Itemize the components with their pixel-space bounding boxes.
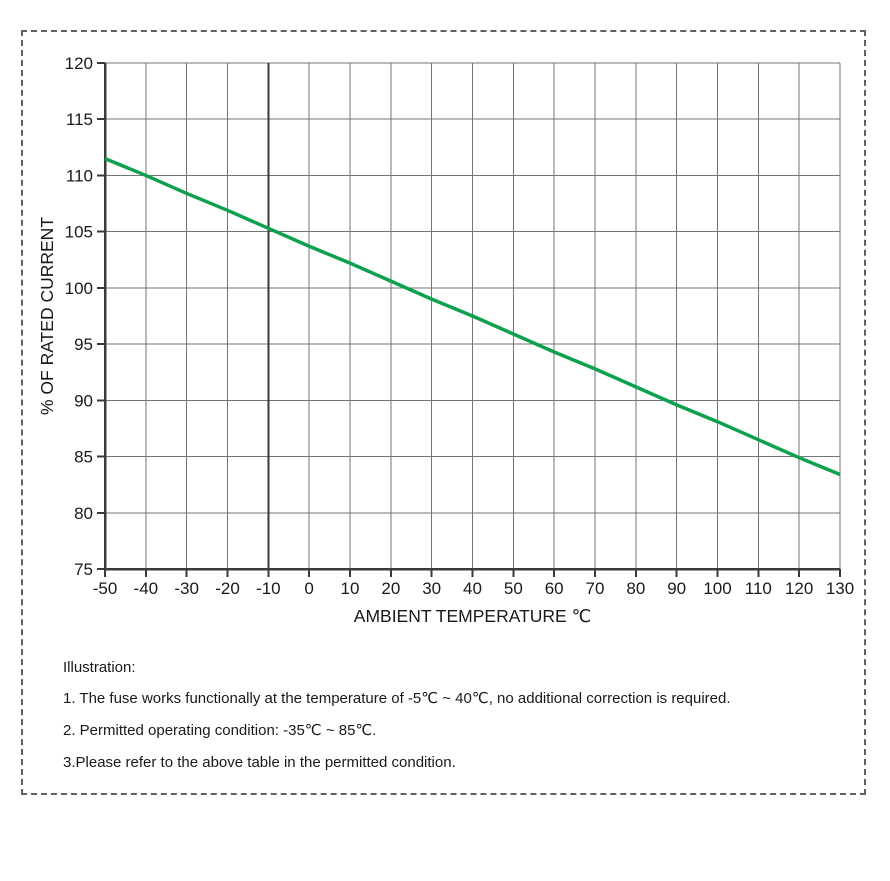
- x-tick-label: 30: [422, 579, 441, 598]
- y-tick-label: 120: [65, 54, 93, 73]
- x-tick-label: 130: [826, 579, 854, 598]
- x-tick-label: 100: [703, 579, 731, 598]
- x-tick-label: 90: [667, 579, 686, 598]
- notes-heading: Illustration:: [63, 659, 136, 676]
- y-tick-label: 75: [74, 560, 93, 579]
- y-tick-label: 85: [74, 448, 93, 467]
- x-tick-label: 50: [504, 579, 523, 598]
- content-frame: 75 80 85 90 95 100 105 110 115 120 -50 -40 -30 -20 -10…: [21, 30, 866, 795]
- x-tick-label: -10: [256, 579, 281, 598]
- y-tick-label: 105: [65, 223, 93, 242]
- x-tick-label: 70: [586, 579, 605, 598]
- y-tick-label: 115: [66, 110, 93, 129]
- x-tick-label: 110: [745, 579, 772, 598]
- x-tick-label: 0: [304, 579, 313, 598]
- x-axis-title: AMBIENT TEMPERATURE ℃: [354, 606, 591, 626]
- x-tick-label: -20: [215, 579, 240, 598]
- y-tick-label: 80: [74, 504, 93, 523]
- x-tick-label: -30: [174, 579, 199, 598]
- note-item-1: 1. The fuse works functionally at the te…: [63, 690, 731, 707]
- y-tick-label: 95: [74, 335, 93, 354]
- y-tick-label: 90: [74, 391, 93, 410]
- x-tick-label: 20: [381, 579, 400, 598]
- note-item-2: 2. Permitted operating condition: -35℃ ~…: [63, 722, 377, 739]
- note-item-3: 3.Please refer to the above table in the…: [63, 754, 456, 771]
- x-tick-label: -40: [134, 579, 159, 598]
- y-tick-label: 110: [66, 166, 93, 185]
- x-tick-label: 10: [341, 579, 360, 598]
- x-tick-label: 40: [463, 579, 482, 598]
- notes-section: Illustration: 1. The fuse works function…: [63, 660, 823, 787]
- series-derating-curve: [104, 156, 841, 477]
- x-tick-label: 120: [785, 579, 813, 598]
- y-tick-label: 100: [65, 279, 93, 298]
- x-tick-label: 60: [545, 579, 564, 598]
- y-axis-title: % OF RATED CURRENT: [37, 217, 57, 415]
- x-tick-label: 80: [626, 579, 645, 598]
- x-tick-label: -50: [93, 579, 118, 598]
